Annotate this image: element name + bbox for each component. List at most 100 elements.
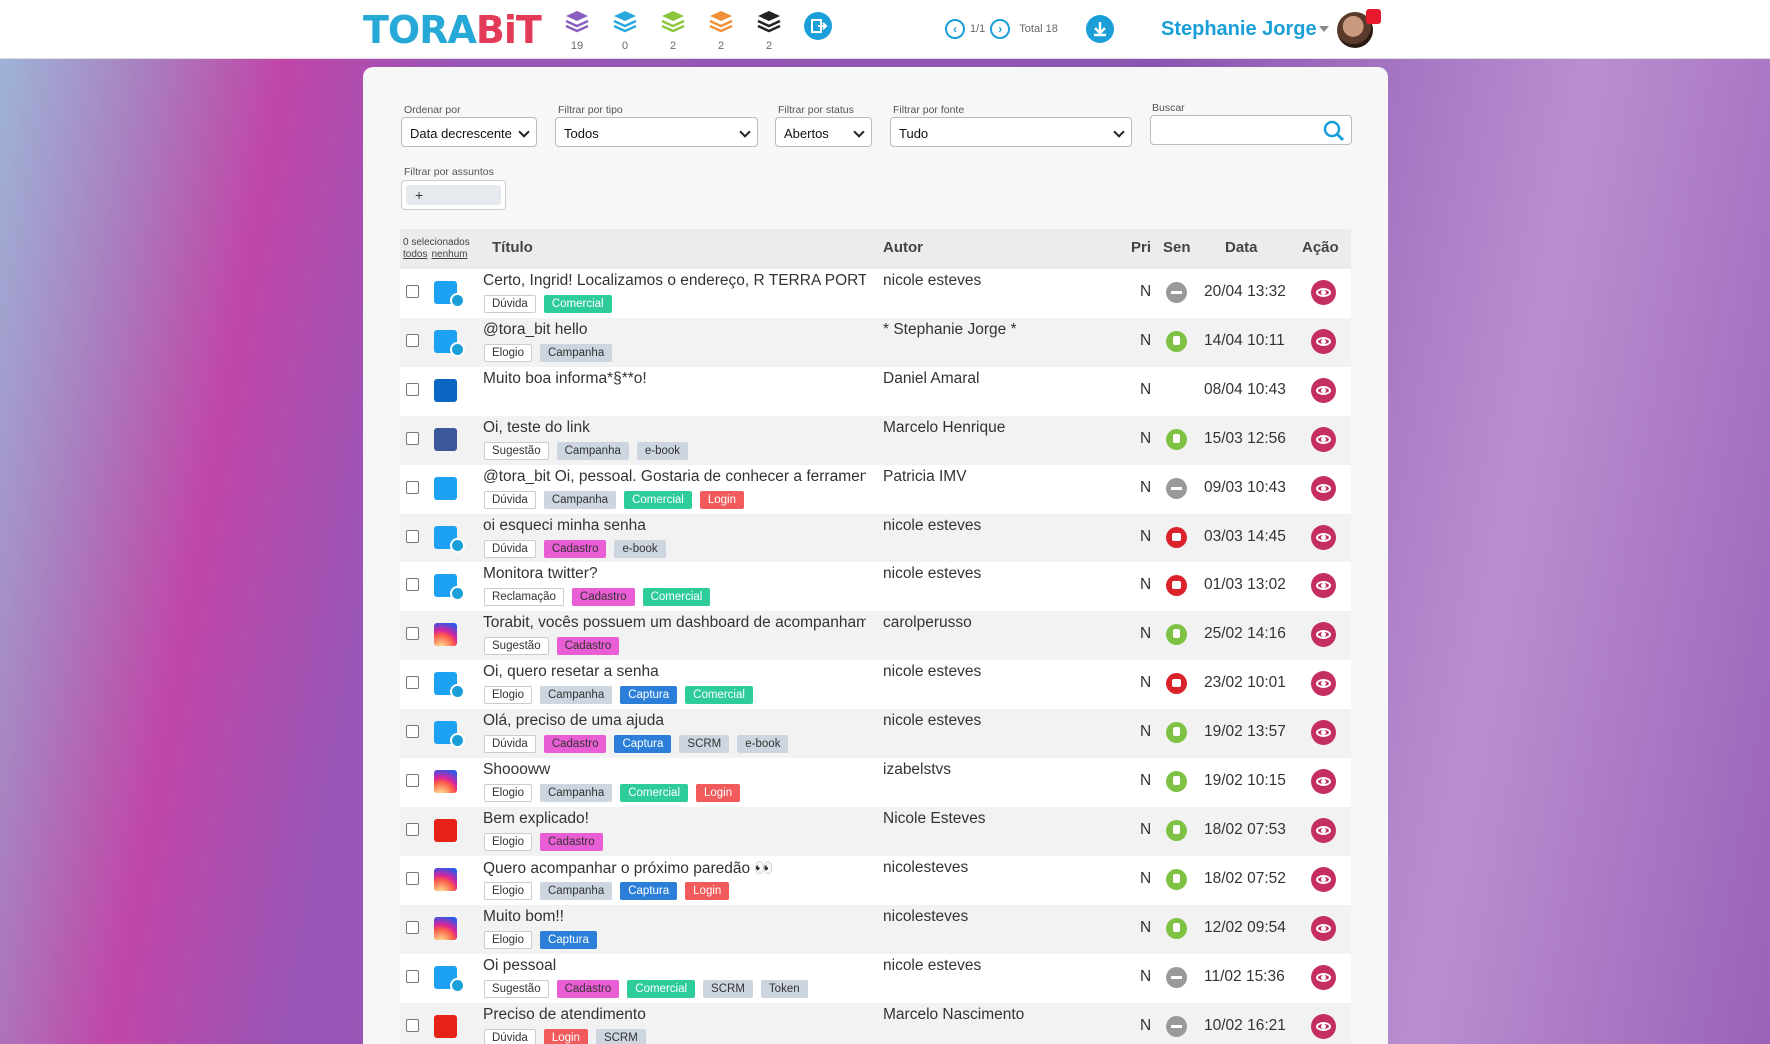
row-title[interactable]: Monitora twitter? bbox=[483, 565, 598, 583]
row-title[interactable]: Certo, Ingrid! Localizamos o endereço, R… bbox=[483, 272, 866, 289]
tag[interactable]: Elogio bbox=[484, 343, 532, 362]
tag[interactable]: Dúvida bbox=[484, 490, 536, 509]
row-title[interactable]: oi esqueci minha senha bbox=[483, 516, 646, 534]
table-row[interactable]: Olá, preciso de uma ajuda Dúvida Cadastro C… bbox=[400, 709, 1351, 759]
view-eye-icon[interactable] bbox=[1311, 524, 1336, 550]
table-row[interactable]: Muito boa informa*§**o! Daniel Amaral N 08/… bbox=[400, 366, 1351, 416]
row-checkbox[interactable] bbox=[406, 333, 419, 347]
tag[interactable]: Campanha bbox=[539, 784, 613, 802]
row-checkbox[interactable] bbox=[406, 285, 419, 298]
col-pri[interactable]: Pri bbox=[1131, 239, 1152, 256]
row-author[interactable]: nicole esteves bbox=[883, 565, 982, 583]
tag[interactable]: Comercial bbox=[543, 295, 612, 313]
table-row[interactable]: Shoooww Elogio Campanha Comercial Login izabe… bbox=[400, 758, 1351, 807]
view-eye-icon[interactable] bbox=[1311, 426, 1336, 452]
table-row[interactable]: @tora_bit hello Elogio Campanha * Stephanie… bbox=[400, 317, 1351, 367]
add-subject-button[interactable]: + bbox=[406, 185, 501, 205]
table-row[interactable]: oi esqueci minha senha Dúvida Cadastro e-bo… bbox=[400, 513, 1351, 563]
tag[interactable]: Comercial bbox=[624, 490, 692, 509]
order-select[interactable]: Data decrescente bbox=[401, 117, 537, 147]
tag[interactable]: Cadastro bbox=[556, 637, 620, 656]
row-title[interactable]: Torabit, vocês possuem um dashboard de a… bbox=[483, 614, 866, 632]
tag[interactable]: Elogio bbox=[484, 686, 532, 705]
view-eye-icon[interactable] bbox=[1311, 964, 1336, 990]
prev-page-icon[interactable]: ‹ bbox=[945, 19, 965, 39]
user-menu-caret-icon[interactable] bbox=[1319, 26, 1329, 32]
tag[interactable]: Elogio bbox=[484, 881, 532, 900]
tag[interactable]: Dúvida bbox=[484, 1028, 536, 1044]
tag[interactable]: Dúvida bbox=[484, 539, 536, 558]
row-checkbox[interactable] bbox=[406, 725, 419, 739]
notification-badge[interactable] bbox=[1366, 9, 1381, 24]
row-author[interactable]: Marcelo Henrique bbox=[883, 418, 1006, 436]
row-author[interactable]: * Stephanie Jorge * bbox=[883, 320, 1017, 338]
row-checkbox[interactable] bbox=[406, 431, 419, 445]
sentiment-neutral-icon[interactable] bbox=[1166, 477, 1187, 499]
tag[interactable]: Elogio bbox=[484, 784, 532, 802]
status-select[interactable]: Abertos bbox=[775, 117, 872, 147]
type-select[interactable]: Todos bbox=[555, 117, 758, 147]
row-title[interactable]: Muito bom!! bbox=[483, 907, 564, 925]
view-eye-icon[interactable] bbox=[1311, 915, 1336, 941]
tag[interactable]: Cadastro bbox=[556, 979, 620, 998]
row-checkbox[interactable] bbox=[406, 774, 419, 787]
orange-stack-icon[interactable]: 2 bbox=[706, 9, 736, 52]
exit-icon[interactable] bbox=[804, 12, 832, 40]
tag[interactable]: Elogio bbox=[484, 832, 532, 851]
sentiment-positive-icon[interactable] bbox=[1166, 330, 1187, 352]
row-title[interactable]: Oi pessoal bbox=[483, 956, 557, 974]
row-title[interactable]: Preciso de atendimento bbox=[483, 1005, 646, 1023]
tag[interactable]: Campanha bbox=[539, 686, 613, 705]
tag[interactable]: Captura bbox=[539, 930, 597, 949]
source-select[interactable]: Tudo bbox=[890, 117, 1132, 147]
tag[interactable]: SCRM bbox=[595, 1028, 646, 1044]
tag[interactable]: Cadastro bbox=[539, 832, 603, 851]
view-eye-icon[interactable] bbox=[1311, 1013, 1336, 1039]
row-checkbox[interactable] bbox=[406, 627, 419, 641]
tag[interactable]: Dúvida bbox=[484, 295, 536, 313]
tag[interactable]: Campanha bbox=[539, 881, 613, 900]
tag[interactable]: Campanha bbox=[539, 343, 613, 362]
table-row[interactable]: Certo, Ingrid! Localizamos o endereço, R… bbox=[400, 269, 1351, 318]
row-checkbox[interactable] bbox=[406, 871, 419, 885]
table-row[interactable]: Oi, quero resetar a senha Elogio Campanha C… bbox=[400, 660, 1351, 710]
sentiment-positive-icon[interactable] bbox=[1166, 771, 1187, 792]
tag[interactable]: Cadastro bbox=[543, 539, 607, 558]
tag[interactable]: Login bbox=[685, 881, 730, 900]
tag[interactable]: Comercial bbox=[642, 588, 711, 607]
row-checkbox[interactable] bbox=[406, 969, 419, 983]
tag[interactable]: e-book bbox=[737, 735, 789, 754]
tag[interactable]: Campanha bbox=[556, 441, 629, 460]
tag[interactable]: Sugestão bbox=[484, 637, 549, 656]
row-author[interactable]: carolperusso bbox=[883, 614, 972, 632]
search-input[interactable] bbox=[1150, 115, 1352, 145]
view-eye-icon[interactable] bbox=[1311, 866, 1336, 892]
tag[interactable]: Captura bbox=[620, 686, 678, 705]
tag[interactable]: SCRM bbox=[679, 735, 730, 754]
row-author[interactable]: Daniel Amaral bbox=[883, 369, 980, 387]
sentiment-positive-icon[interactable] bbox=[1166, 819, 1187, 841]
view-eye-icon[interactable] bbox=[1311, 280, 1336, 305]
torabit-logo[interactable]: TORABiT bbox=[363, 8, 542, 52]
row-author[interactable]: Nicole Esteves bbox=[883, 809, 986, 827]
row-title[interactable]: @tora_bit Oi, pessoal. Gostaria de conhe… bbox=[483, 467, 866, 485]
purple-stack-icon[interactable]: 19 bbox=[562, 9, 592, 52]
tag[interactable]: Cadastro bbox=[543, 735, 607, 754]
download-icon[interactable] bbox=[1086, 15, 1114, 43]
row-author[interactable]: nicolesteves bbox=[883, 858, 969, 876]
row-checkbox[interactable] bbox=[406, 529, 419, 543]
row-checkbox[interactable] bbox=[406, 480, 419, 494]
select-none-link[interactable]: nenhum bbox=[431, 249, 468, 260]
view-eye-icon[interactable] bbox=[1311, 377, 1336, 403]
col-date[interactable]: Data bbox=[1225, 239, 1258, 256]
tag[interactable]: Comercial bbox=[620, 784, 688, 802]
col-title[interactable]: Título bbox=[492, 239, 533, 256]
col-sen[interactable]: Sen bbox=[1163, 239, 1191, 256]
tag[interactable]: Token bbox=[760, 979, 808, 998]
sentiment-negative-icon[interactable] bbox=[1166, 526, 1187, 548]
table-row[interactable]: Preciso de atendimento Dúvida Login SCRM Mar… bbox=[400, 1002, 1351, 1044]
sentiment-negative-icon[interactable] bbox=[1166, 575, 1187, 597]
col-author[interactable]: Autor bbox=[883, 239, 923, 256]
row-title[interactable]: Shoooww bbox=[483, 761, 551, 778]
table-row[interactable]: @tora_bit Oi, pessoal. Gostaria de conhe… bbox=[400, 464, 1351, 514]
